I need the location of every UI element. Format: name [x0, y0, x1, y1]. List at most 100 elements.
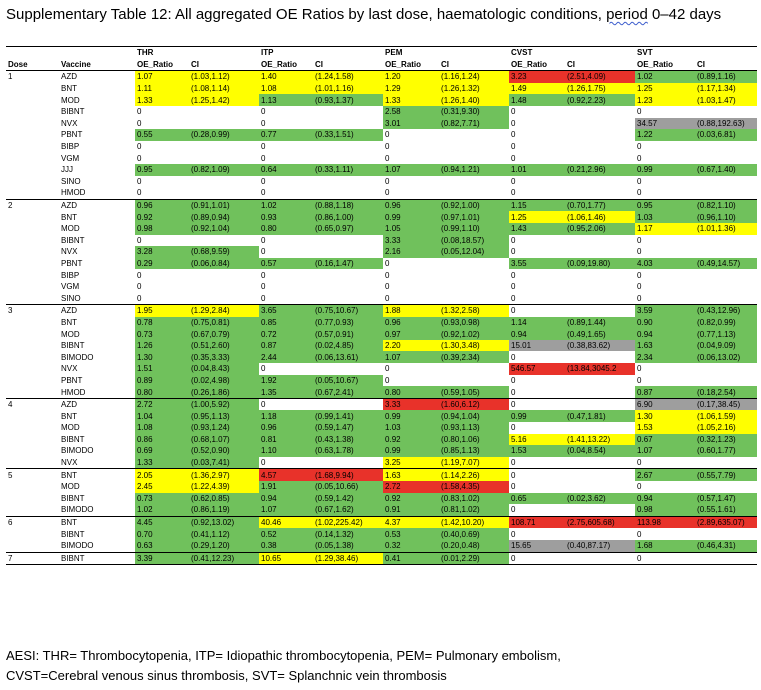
- cell-dose: [6, 141, 59, 153]
- cell-oe-ratio: 1.07: [635, 445, 696, 457]
- cell-oe-ratio: 0.94: [635, 492, 696, 505]
- cell-ci: [565, 235, 635, 247]
- cell-dose: [6, 235, 59, 247]
- cell-ci: [565, 176, 635, 188]
- cell-oe-ratio: 4.45: [135, 515, 189, 529]
- cell-oe-ratio: 0: [137, 142, 142, 152]
- table-row: 2 AZD 0.96 (0.91,1.01) 1.02 (0.88,1.18) 0.96 (0…: [6, 198, 758, 212]
- cell-dose: [6, 94, 59, 106]
- cell-ci: [313, 281, 383, 293]
- cell-oe-ratio: 0: [137, 107, 142, 117]
- table-row: BIBNT 1.26 (0.51,2.60) 0.87 (0.02,4.85) 2.20(…: [6, 339, 758, 352]
- cell-ci: [565, 551, 636, 566]
- cell-ci: [439, 141, 509, 153]
- cell-oe-ratio: 0: [385, 270, 390, 280]
- cell-ci: (0.89,1.16): [695, 70, 758, 83]
- cell-oe-ratio: 0.38: [259, 539, 314, 553]
- cell-oe-ratio: 3.01: [383, 117, 440, 130]
- cell-oe-ratio: 0.55: [135, 129, 189, 141]
- cell-oe-ratio: 1.10: [259, 445, 314, 457]
- cell-oe-ratio: 0: [261, 458, 266, 468]
- cell-oe-ratio: 0.92: [383, 433, 440, 446]
- cell-oe-ratio: 0: [511, 247, 516, 257]
- cell-oe-ratio: 0: [261, 142, 266, 152]
- cell-dose: [6, 504, 59, 516]
- cell-ci: (0.40,0.69): [439, 528, 510, 540]
- cell-ci: (1.00,5.92): [189, 397, 260, 411]
- cell-ci: (0.75,10.67): [313, 304, 384, 317]
- cell-oe-ratio: 1.95: [135, 304, 189, 317]
- table-row: 5 BNT 2.05 (1.36,2.97) 4.57 (1.68,9.94) 1.63 (1…: [6, 468, 758, 481]
- cell-ci: [439, 375, 509, 387]
- cell-oe-ratio: 0: [637, 482, 642, 492]
- cell-vaccine: BNT: [61, 84, 77, 94]
- cell-oe-ratio: 0: [511, 423, 516, 433]
- cell-dose: [6, 340, 59, 352]
- cell-ci: (0.09,19.80): [565, 257, 636, 270]
- cell-dose: [6, 187, 59, 199]
- cell-ci: (0.93,1.13): [439, 422, 510, 434]
- cell-oe-ratio: 0: [509, 468, 566, 481]
- cell-dose: 5: [6, 468, 59, 481]
- cell-ci: (0.41,1.12): [189, 528, 260, 540]
- cell-ci: (0.08,18.57): [439, 234, 510, 247]
- cell-ci: [565, 422, 635, 434]
- cell-ci: (0.05,1.38): [313, 539, 384, 553]
- cell-ci: (1.26,1.75): [565, 82, 636, 95]
- cell-ci: (0.99,1.10): [439, 222, 510, 235]
- cell-oe-ratio: 1.07: [383, 163, 440, 176]
- cell-oe-ratio: 0: [137, 153, 142, 163]
- cell-vaccine: BIBNT: [61, 341, 85, 351]
- cell-oe-ratio: 0: [637, 270, 642, 280]
- cell-ci: (1.19,7.07): [439, 456, 510, 469]
- table-row: NVX 1.33 (0.03,7.41) 0 3.25 (1.19,7.07) 0 0: [6, 456, 757, 469]
- cell-oe-ratio: 108.71: [509, 515, 566, 529]
- header-ci: CI: [439, 58, 510, 72]
- cell-oe-ratio: 0.94: [509, 328, 566, 340]
- cell-oe-ratio: 1.49: [509, 82, 566, 95]
- cell-oe-ratio: 1.51: [135, 363, 189, 375]
- cell-oe-ratio: 0.53: [383, 528, 440, 540]
- cell-oe-ratio: 1.43: [509, 222, 566, 235]
- cell-ci: (0.83,1.02): [439, 492, 510, 505]
- cell-oe-ratio: 1.53: [635, 422, 696, 434]
- cell-ci: [313, 363, 383, 375]
- cell-ci: (0.21,2.96): [565, 163, 636, 176]
- cell-oe-ratio: 0: [261, 188, 266, 198]
- cell-oe-ratio: 2.44: [259, 351, 314, 364]
- table-row: BIMODO 0.63 (0.29,1.20) 0.38 (0.05,1.38) 0.32…: [6, 539, 758, 553]
- oe-ratio-table: THR ITP PEM CVST SVT Dose Vaccine OE_Rat…: [6, 45, 758, 566]
- cell-ci: (1.60,6.12): [439, 397, 510, 411]
- cell-oe-ratio: 1.25: [509, 211, 566, 223]
- cell-ci: [189, 106, 259, 118]
- title-prefix: Supplementary Table 12: All aggregated O…: [6, 6, 607, 23]
- cell-oe-ratio: 0.81: [259, 433, 314, 446]
- cell-oe-ratio: 2.20: [383, 339, 440, 352]
- title-spellcheck-word: period: [606, 6, 648, 23]
- cell-oe-ratio: 0: [511, 142, 516, 152]
- cell-vaccine: MOD: [61, 423, 80, 433]
- cell-oe-ratio: 0: [261, 293, 266, 303]
- cell-oe-ratio: 0.85: [259, 316, 314, 329]
- cell-ci: (0.03,6.81): [695, 129, 758, 141]
- header-ci: CI: [565, 58, 636, 72]
- cell-oe-ratio: 0: [137, 118, 142, 128]
- cell-ci: [695, 152, 757, 164]
- cell-vaccine: BIBNT: [59, 551, 135, 566]
- header-vaccine: Vaccine: [59, 58, 135, 72]
- cell-oe-ratio: 0.99: [509, 410, 566, 422]
- cell-ci: (0.57,1.47): [695, 492, 758, 505]
- cell-oe-ratio: 0.97: [383, 328, 440, 340]
- cell-oe-ratio: 0.96: [383, 198, 440, 212]
- cell-vaccine: PBNT: [61, 130, 83, 140]
- cell-ci: (0.02,3.62): [565, 492, 636, 505]
- cell-ci: [189, 152, 259, 164]
- cell-oe-ratio: 3.25: [383, 456, 440, 469]
- cell-vaccine: AZD: [59, 304, 135, 317]
- cell-oe-ratio: 0: [385, 293, 390, 303]
- cell-oe-ratio: 0.80: [383, 386, 440, 399]
- cell-ci: [565, 152, 635, 164]
- cell-vaccine: BIBP: [61, 142, 80, 152]
- cell-oe-ratio: 0.67: [635, 433, 696, 446]
- cell-vaccine: SINO: [61, 293, 81, 303]
